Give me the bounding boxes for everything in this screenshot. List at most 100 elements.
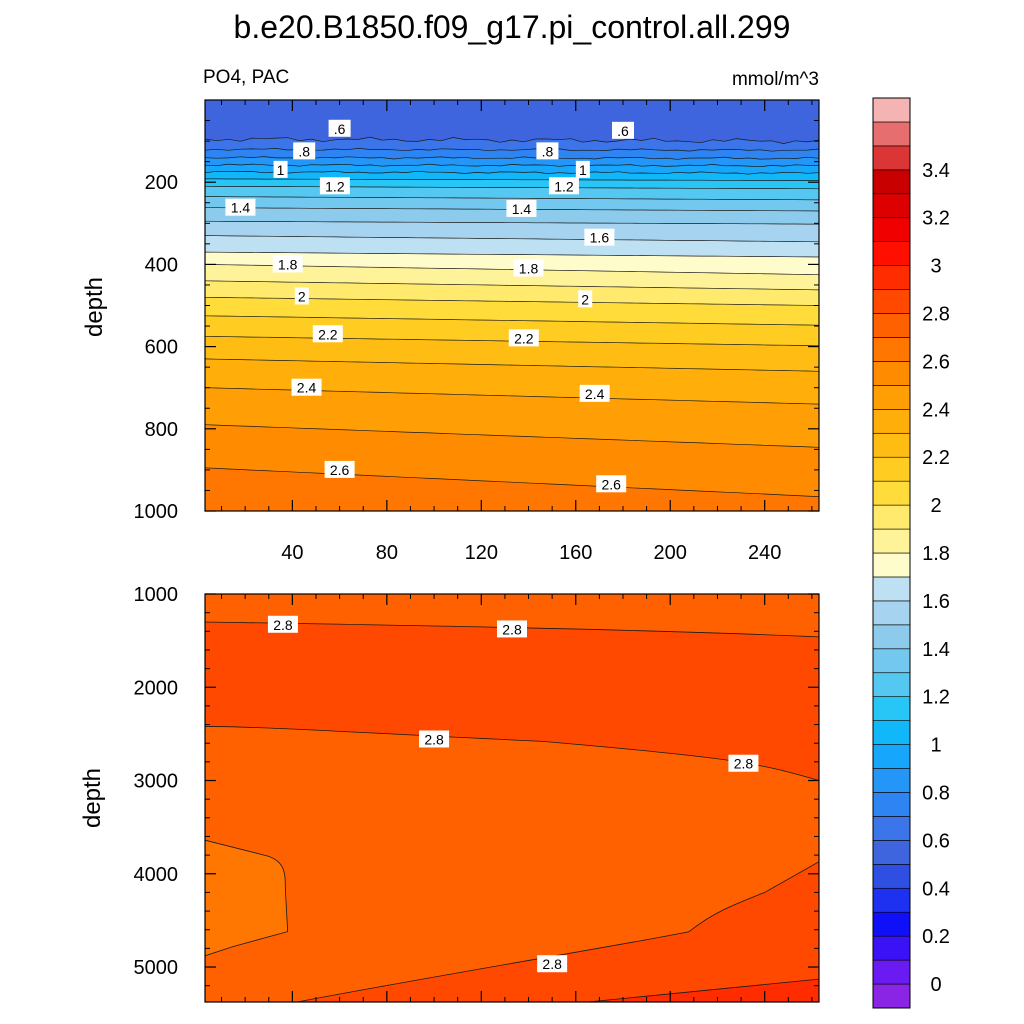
colorbar-swatch (872, 528, 911, 554)
colorbar-swatch (872, 265, 911, 290)
upper-ytick-label: 800 (145, 419, 178, 441)
upper-contour-label: 1.2 (554, 178, 574, 194)
upper-contour-label: 1.4 (512, 201, 532, 217)
colorbar-tick-label: 2.4 (922, 399, 950, 421)
upper-contour-label-bg (548, 177, 579, 195)
upper-contour-label-bg (596, 475, 627, 493)
upper-xtick-label: 120 (465, 542, 498, 564)
lower-frame (204, 593, 820, 1003)
upper-contour-label-bg (611, 121, 634, 139)
lower-ytick-label: 3000 (134, 771, 179, 793)
upper-y-axis-label: depth (81, 277, 108, 337)
upper-xtick-label: 40 (281, 542, 303, 564)
lower-contour-label: 2.8 (273, 617, 293, 633)
colorbar-swatch (872, 672, 911, 697)
upper-ytick-label: 1000 (134, 501, 179, 523)
lower-band-upper-2-8 (205, 621, 819, 781)
upper-isoline-1.7 (205, 251, 819, 258)
colorbar-swatch (872, 648, 911, 674)
lower-contour-label-bg (728, 754, 759, 772)
colorbar-swatch (872, 193, 911, 219)
upper-contour-label-bg (328, 119, 351, 137)
lower-contour-label-bg (267, 615, 298, 633)
colorbar-swatch (872, 97, 911, 123)
upper-contour-label: 2.2 (318, 326, 338, 342)
upper-xtick-label: 240 (748, 542, 781, 564)
upper-contour-label-bg (293, 142, 316, 160)
lower-contour-label-bg (497, 620, 527, 638)
upper-isoline-2.3 (205, 358, 819, 372)
upper-isoline-0.9 (205, 163, 819, 168)
colorbar-swatch (872, 959, 911, 985)
upper-xtick-label: 80 (376, 542, 398, 564)
colorbar-swatch (872, 911, 911, 937)
colorbar-swatch (872, 361, 911, 386)
upper-contour-label-bg (506, 199, 537, 217)
colorbar-swatch (872, 552, 911, 578)
lower-contour-label: 2.8 (734, 756, 754, 772)
variable-label: PO4, PAC (203, 67, 289, 88)
colorbar-swatch (872, 337, 911, 362)
lower-contour-label: 2.8 (424, 731, 444, 747)
upper-contour-label: 1.8 (519, 261, 539, 277)
colorbar-swatch (872, 456, 911, 482)
colorbar-tick-label: 0.6 (922, 830, 950, 852)
upper-contour-label-bg (584, 228, 615, 246)
colorbar-swatch (872, 289, 911, 314)
upper-contour-label: 1 (277, 162, 285, 178)
colorbar-swatch (872, 935, 911, 961)
colorbar-swatch (872, 121, 911, 147)
upper-contour-label: 2.4 (297, 380, 317, 396)
upper-contour-label-bg (513, 259, 544, 277)
upper-xtick-label: 200 (654, 542, 687, 564)
upper-ytick-label: 200 (145, 172, 178, 194)
upper-isoline-1 (205, 170, 819, 175)
upper-contour-label: .6 (334, 121, 346, 137)
lower-ytick-label: 2000 (134, 677, 179, 699)
upper-ytick-label: 600 (145, 337, 178, 359)
colorbar-swatch (872, 624, 911, 650)
colorbar-frame (872, 97, 911, 1009)
upper-contour-label-bg (312, 325, 343, 343)
upper-contour-label: 1.8 (278, 256, 298, 272)
lower-contour-label-bg (419, 730, 450, 748)
units-label: mmol/m^3 (732, 69, 819, 90)
upper-contour-label: 2 (298, 288, 306, 304)
upper-ytick-label: 400 (145, 254, 178, 276)
upper-isoline-2.6 (205, 467, 819, 497)
upper-contour-label-bg (319, 177, 350, 195)
colorbar-tick-label: 3 (930, 256, 941, 278)
upper-xtick-label: 160 (559, 542, 592, 564)
colorbar-tick-label: 0.8 (922, 782, 950, 804)
upper-contour-label-bg (578, 290, 593, 308)
upper-contour-label: .8 (298, 143, 310, 159)
colorbar-swatch (872, 600, 911, 626)
lower-isoline-2-8-mid (205, 726, 819, 781)
colorbar-tick-label: 2.6 (922, 351, 950, 373)
lower-contour-labels: 2.8 2.8 2.8 2.8 2.8 (267, 615, 759, 973)
upper-contour-label-bg (508, 329, 539, 347)
colorbar-swatch (872, 409, 911, 434)
colorbar-swatch (872, 887, 911, 913)
colorbar-tick-label: 0.4 (922, 878, 950, 900)
colorbar-tick-label: 2 (930, 495, 941, 517)
upper-contour-label-bg (273, 160, 288, 178)
colorbar-swatch (872, 217, 911, 242)
lower-contour-label: 2.8 (542, 956, 562, 972)
lower-band-bottom-2-8 (297, 861, 819, 1002)
colorbar-tick-label: 1.8 (922, 543, 950, 565)
colorbar-tick-label: 2.2 (922, 447, 950, 469)
colorbar-tick-label: 3.4 (922, 160, 950, 182)
upper-contour-label-bg (225, 198, 256, 216)
lower-contour-label: 2.8 (502, 621, 522, 637)
upper-contour-label: .8 (542, 143, 554, 159)
upper-isoline-1.6 (205, 235, 819, 243)
upper-contour-label: 1.6 (590, 230, 610, 246)
colorbar-tick-label: 1.2 (922, 687, 950, 709)
upper-contour-label-bg (324, 460, 355, 478)
lower-panel: 2.8 2.8 2.8 2.8 2.8 1000 2000 3000 4000 5000 (134, 584, 820, 1003)
colorbar-swatch (872, 169, 911, 195)
colorbar-tick-label: 2.8 (922, 304, 950, 326)
upper-contour-label: 2.6 (601, 476, 621, 492)
